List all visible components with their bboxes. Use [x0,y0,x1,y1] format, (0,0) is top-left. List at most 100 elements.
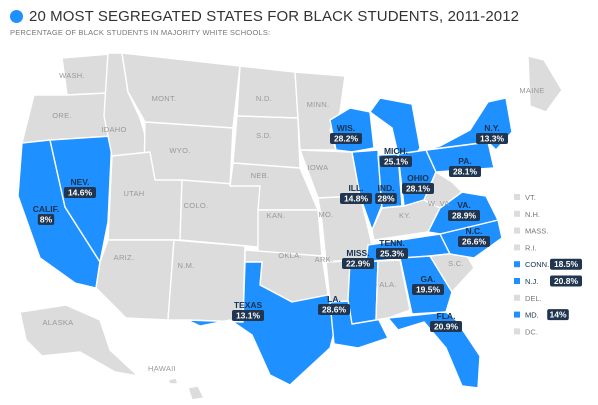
legend-item-r-i: R.I. [514,243,537,252]
legend-swatch-n-h [514,210,520,217]
state-label-hawaii: HAWAII [148,364,176,373]
state-name-texas: TEXAS [234,300,263,310]
state-label-colo: COLO. [184,201,209,210]
value-text-ohio: 28.1% [406,184,431,194]
state-label-utah: UTAH [123,189,144,198]
state-label-wash: WASH. [59,71,85,80]
state-callout-n-c: N.C.26.6% [458,226,490,247]
value-badge-pa [449,166,481,177]
legend-item-md: MD. 14% [514,309,569,321]
state-name-ill: ILL. [348,183,363,193]
value-badge-la [318,304,350,315]
state-shape-maine [527,55,563,113]
value-text-fla: 20.9% [434,322,459,332]
state-name-ind: IND. [378,183,395,193]
value-text-texas: 13.1% [236,311,261,321]
state-label-minn: MINN. [307,100,330,109]
legend-item-n-j: N.J. 20.8% [514,275,582,287]
state-name-va: VA. [457,200,471,210]
state-label-ky: KY. [399,211,411,220]
state-label-iowa: IOWA [308,163,329,172]
legend-badge-md [547,309,569,321]
state-label-alaska: ALASKA [43,318,74,327]
legend-swatch-del [514,294,520,301]
state-name-ga: GA. [420,274,435,284]
legend-label-conn: CONN. [525,260,549,269]
value-text-va: 28.9% [452,211,477,221]
state-name-n-y: N.Y. [484,123,500,133]
state-label-n-m: N.M. [177,261,194,270]
labels-layer: WASH. ORE. IDAHO MONT. WYO. UTAH COLO. ARIZ. N.M… [33,71,545,373]
state-shape-miss [347,260,379,325]
legend-badge-conn [550,258,582,270]
state-label-idaho: IDAHO [101,125,126,134]
state-label-maine: MAINE [519,86,544,95]
state-callout-fla: FLA.20.9% [430,311,462,332]
value-text-ind: 28% [377,194,394,204]
value-text-mich: 25.1% [384,157,409,167]
value-text-miss: 22.9% [346,259,371,269]
state-label-ariz: ARIZ. [114,253,135,262]
state-label-mont: MONT. [152,94,177,103]
legend: VT. N.H. MASS. R.I. CONN. 18.5% N.J. 20.8% DEL. M… [514,193,582,336]
state-shape-ariz [95,239,175,321]
state-shape-ala [375,259,411,321]
value-badge-ohio [402,183,434,194]
value-badge-ill [340,193,372,204]
value-badge-wis [330,133,362,144]
state-name-fla: FLA. [437,311,456,321]
value-text-la: 28.6% [322,305,347,315]
value-text-ill: 14.8% [344,194,369,204]
state-callout-calif: CALIF.8% [33,204,59,225]
value-badge-calif [37,214,55,225]
legend-value-n-j: 20.8% [554,276,579,286]
state-name-pa: PA. [458,156,472,166]
state-shape-hawaii [149,369,205,401]
state-label-s-d: S.D. [256,131,272,140]
legend-swatch-conn [514,261,520,268]
state-name-nev: NEV. [70,177,89,187]
state-shape-texas [186,261,341,386]
state-callout-ind: IND.28% [375,183,397,204]
state-label-w-va: W. VA. [428,199,452,208]
legend-label-dc: DC. [525,327,538,336]
legend-item-del: DEL. [514,294,542,303]
value-badge-nev [64,187,96,198]
legend-swatch-n-j [514,278,520,284]
legend-swatch-mass [514,227,520,234]
legend-badge-n-j [550,275,582,287]
title-row: 20 MOST SEGREGATED STATES FOR BLACK STUD… [10,6,519,26]
map-title: 20 MOST SEGREGATED STATES FOR BLACK STUD… [29,7,520,25]
state-name-la: LA. [327,294,341,304]
state-name-wis: WIS. [337,123,355,133]
legend-label-del: DEL. [525,294,542,303]
state-callout-miss: MISS.22.9% [342,248,374,269]
legend-label-mass: MASS. [525,227,548,236]
value-badge-va [448,210,480,221]
state-label-s-c: S.C. [448,259,464,268]
value-text-calif: 8% [40,215,53,225]
legend-label-n-j: N.J. [525,277,538,286]
state-name-ohio: OHIO [407,173,429,183]
map-subtitle: PERCENTAGE OF BLACK STUDENTS IN MAJORITY… [10,28,271,37]
value-badge-ind [375,193,397,204]
state-label-kan: KAN. [267,211,286,220]
legend-item-dc: DC. [514,327,538,336]
state-name-n-c: N.C. [466,226,483,236]
state-shape-s-d [232,115,301,169]
value-badge-texas [232,310,264,321]
legend-item-n-h: N.H. [514,210,540,219]
state-callout-la: LA.28.6% [318,294,350,315]
value-text-n-y: 13.3% [480,134,505,144]
value-badge-ga [412,284,444,295]
legend-swatch-dc [514,328,520,335]
state-label-okla: OKLA. [278,251,302,260]
legend-value-md: 14% [549,310,566,320]
state-shape-nev [49,135,113,263]
legend-label-md: MD. [525,311,539,320]
state-name-miss: MISS. [346,248,369,258]
state-shape-n-d [236,65,299,119]
